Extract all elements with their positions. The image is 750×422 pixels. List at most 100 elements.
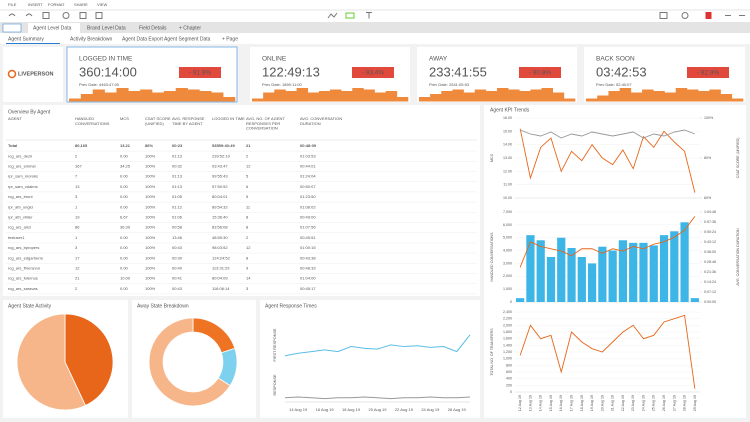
tab[interactable]: Field Details	[139, 25, 167, 31]
y2-tick-label: 100%	[704, 116, 714, 120]
table-cell: 0.00	[120, 194, 129, 199]
export-icon[interactable]	[95, 12, 103, 19]
table-cell: 5	[246, 174, 249, 179]
table-cell: rcg_ars_saravas	[8, 286, 38, 291]
table-cell: 34.25	[120, 163, 131, 168]
kpi-trend	[452, 89, 464, 102]
toolbar	[0, 0, 750, 22]
y-tick-label: 1,000	[503, 287, 512, 291]
fit-icon[interactable]	[659, 12, 668, 19]
table-cell: 48:59:30	[212, 235, 228, 240]
y2-tick-label: 0:21:36	[704, 270, 716, 274]
kpi-trend	[341, 91, 353, 102]
table-cell: 00:43	[172, 245, 183, 250]
line	[519, 128, 696, 193]
page-tab[interactable]: Activity Breakdown	[70, 36, 112, 42]
y-tick-label: 2,200	[503, 317, 512, 321]
menu-item[interactable]: FILE	[8, 2, 17, 7]
kpi-trend	[80, 94, 94, 102]
kpi-trend	[274, 89, 286, 102]
menu-item[interactable]: FORMAT	[48, 2, 65, 7]
y-axis-label: MCS	[490, 153, 494, 162]
bar	[526, 235, 535, 302]
table-cell: 100%	[145, 276, 156, 281]
settings-icon[interactable]	[681, 12, 689, 19]
table-cell: 100%	[145, 245, 156, 250]
table-cell: 00:30	[172, 255, 183, 260]
table-cell: rcg_ars_emmel	[8, 163, 36, 168]
x-tick-label: 18 Aug 19	[342, 407, 361, 412]
table-cell: 83:56:08	[212, 225, 228, 230]
kpi-value: 233:41:55	[429, 64, 487, 79]
page-tab[interactable]: Agent Summary	[8, 36, 44, 42]
y2-tick-label: 0:36:00	[704, 250, 716, 254]
y-tick-label: 7,000	[503, 210, 512, 214]
kpi-trend	[597, 95, 609, 102]
tab[interactable]: Brand Level Data	[87, 25, 126, 31]
column-header: AVG. RESPONSE TIME BY AGENT	[172, 116, 205, 126]
bar	[690, 298, 699, 302]
table-cell: 0.00	[120, 245, 129, 250]
kpi-trend	[396, 97, 409, 102]
table-cell: rcg_ars_dezir	[8, 153, 33, 158]
tab-bar	[0, 22, 750, 33]
kpi-trend	[563, 98, 576, 102]
redo-icon[interactable]	[25, 13, 33, 17]
y-axis-label: TOTAL NO. OF TRANSFERS	[490, 328, 494, 376]
table-cell: 36.39	[120, 225, 131, 230]
x-tick-label: 16 Aug 19	[559, 395, 563, 411]
table-cell: 80:04:09	[212, 276, 228, 281]
chart-title: Away State Breakdown	[137, 303, 189, 309]
bar	[577, 257, 586, 302]
table-cell: 239:52:10	[212, 153, 231, 158]
kpi-trend	[116, 88, 129, 102]
x-tick-label: 17 Aug 19	[569, 395, 573, 411]
column-header: AVG. CONVERSATION DURATION	[300, 116, 342, 126]
table-cell: 0.00	[120, 265, 129, 270]
table-icon[interactable]	[345, 12, 355, 19]
tab[interactable]: Agent Level Data	[33, 25, 72, 31]
kpi-trend	[104, 92, 117, 102]
menu-item[interactable]: SHARE	[74, 2, 88, 7]
page-tab[interactable]: Agent Segment Data	[164, 36, 211, 42]
x-tick-label: 22 Aug 19	[395, 407, 414, 412]
table-cell: 2	[246, 153, 249, 158]
undo-icon[interactable]	[8, 13, 16, 17]
text-icon[interactable]	[366, 12, 372, 19]
chart-icon[interactable]	[327, 12, 338, 19]
table-cell: 0.00	[120, 255, 129, 260]
menu-item[interactable]: INSERT	[28, 2, 43, 7]
y2-tick-label: 0:43:12	[704, 240, 716, 244]
kpi-trend	[686, 89, 699, 102]
tab[interactable]: + Chapter	[179, 25, 201, 31]
page-tab[interactable]: + Page	[222, 36, 238, 42]
menu-item[interactable]: VIEW	[97, 2, 107, 7]
refresh-icon[interactable]	[62, 12, 70, 19]
table-cell: 12	[246, 245, 251, 250]
copy-icon[interactable]	[79, 12, 87, 19]
table-cell: 17	[75, 255, 80, 260]
y2-tick-label: 0:50:24	[704, 230, 716, 234]
x-tick-label: 18 Aug 19	[580, 395, 584, 411]
page-tab[interactable]: Agent Data Export	[122, 36, 163, 42]
table-cell: 12	[246, 163, 251, 168]
table-cell: 01:06	[172, 214, 183, 219]
kpi-trend	[653, 91, 665, 102]
table-cell: 21	[75, 276, 80, 281]
kpi-trend	[307, 92, 320, 102]
save-icon[interactable]	[42, 12, 50, 19]
bar	[629, 242, 638, 302]
table-cell: 01:13	[172, 174, 183, 179]
table-title: Overview By Agent	[8, 109, 51, 115]
logo-icon	[7, 69, 17, 79]
table-cell: rpr_sam_moroks	[8, 174, 38, 179]
y-tick-label: 13.00	[503, 156, 512, 160]
table-cell: 13:46	[172, 235, 183, 240]
kpi-trend	[530, 89, 542, 102]
alert-icon[interactable]	[705, 12, 712, 19]
kpi-trend	[163, 91, 177, 102]
x-tick-label: 14 Aug 19	[289, 407, 308, 412]
table-cell: 13	[75, 184, 80, 189]
x-tick-label: 24 Aug 19	[641, 395, 645, 411]
view-switch[interactable]	[2, 23, 22, 33]
